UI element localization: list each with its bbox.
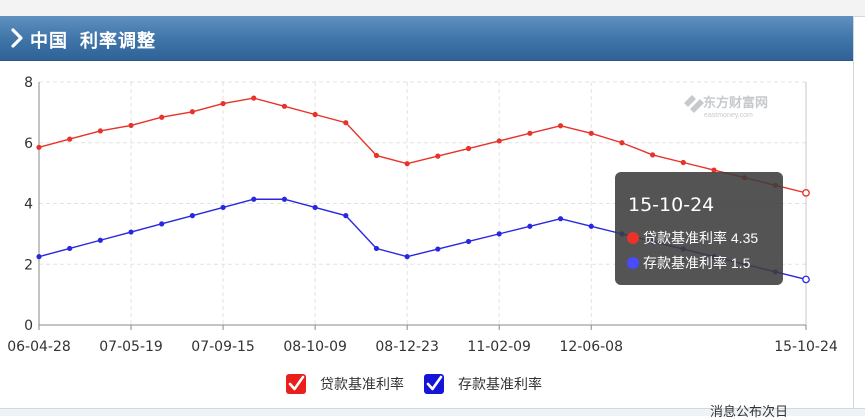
footer-text: 消息公布次日 xyxy=(710,404,789,419)
data-point xyxy=(496,138,502,144)
data-point xyxy=(649,152,656,158)
y-tick-label: 8 xyxy=(24,75,33,91)
checkbox-checked-icon[interactable] xyxy=(286,374,306,394)
watermark-logo: 东方财富网 eastmoney.com xyxy=(684,95,768,119)
data-point xyxy=(680,159,686,166)
series-line-0 xyxy=(38,97,807,194)
data-point xyxy=(404,161,410,167)
tooltip-row-loan: 贷款基准利率 4.35 xyxy=(627,228,758,248)
data-point xyxy=(220,204,226,211)
data-point xyxy=(128,122,134,129)
data-point xyxy=(557,123,564,129)
watermark-site: eastmoney.com xyxy=(704,112,753,119)
tooltip-deposit-dot xyxy=(627,257,639,269)
data-point xyxy=(802,189,810,197)
watermark-brand: 东方财富网 xyxy=(703,95,768,110)
data-point xyxy=(619,140,625,146)
tooltip-loan-dot xyxy=(627,232,639,244)
x-tick-label: 07-09-15 xyxy=(191,339,255,355)
x-tick-label: 11-02-09 xyxy=(467,339,531,355)
data-point xyxy=(343,120,349,126)
chart-tick-labels: 0 2 4 6 8 06-04-28 07-05-19 07-09-15 08-10-09 08-… xyxy=(7,75,838,355)
tooltip-date: 15-10-24 xyxy=(628,194,715,216)
data-point xyxy=(251,95,257,101)
data-point xyxy=(312,111,318,118)
data-point xyxy=(189,213,195,219)
data-point xyxy=(67,245,73,252)
data-point xyxy=(527,223,533,229)
legend-item-loan[interactable]: 贷款基准利率 xyxy=(286,373,404,395)
data-point xyxy=(36,254,42,260)
legend-label-loan: 贷款基准利率 xyxy=(320,376,404,392)
x-tick-label: 15-10-24 xyxy=(774,339,838,355)
data-point xyxy=(281,103,288,109)
x-tick-label: 08-10-09 xyxy=(283,339,347,355)
chart-axes xyxy=(38,82,807,330)
y-tick-label: 0 xyxy=(24,318,33,334)
x-tick-label: 12-06-08 xyxy=(559,339,623,355)
data-point xyxy=(281,196,288,202)
data-point xyxy=(465,238,472,245)
x-tick-label: 08-12-23 xyxy=(375,339,439,355)
legend-item-deposit[interactable]: 存款基准利率 xyxy=(424,373,542,395)
data-point xyxy=(159,221,165,227)
x-tick-label: 07-05-19 xyxy=(99,339,163,355)
y-tick-label: 6 xyxy=(24,136,33,152)
y-tick-label: 4 xyxy=(24,197,33,213)
data-point xyxy=(128,229,134,235)
data-point xyxy=(557,216,564,222)
panel-header: 中国 利率调整 xyxy=(0,16,853,61)
data-point xyxy=(496,231,502,237)
data-point xyxy=(189,109,195,115)
data-point xyxy=(343,213,349,219)
data-point xyxy=(97,128,103,134)
data-point xyxy=(802,275,810,284)
data-point xyxy=(588,130,594,136)
data-point xyxy=(373,245,380,252)
logo-icon xyxy=(684,95,704,113)
data-point xyxy=(435,153,441,159)
data-point xyxy=(527,130,533,136)
data-point xyxy=(159,114,165,120)
data-point xyxy=(435,246,441,252)
panel-title: 中国 利率调整 xyxy=(30,31,157,51)
data-point xyxy=(36,144,42,150)
data-point xyxy=(465,145,472,152)
legend-label-deposit: 存款基准利率 xyxy=(458,376,542,392)
data-point xyxy=(220,100,226,107)
y-tick-label: 2 xyxy=(24,257,33,273)
chevron-right-icon xyxy=(11,28,23,48)
rate-panel: 中国 利率调整 xyxy=(0,16,854,414)
checkbox-checked-icon[interactable] xyxy=(424,374,444,394)
chart-tooltip: 15-10-24 贷款基准利率 4.35 存款基准利率 1.5 xyxy=(615,172,783,285)
data-point xyxy=(312,204,318,211)
x-tick-label: 06-04-28 xyxy=(7,339,71,355)
data-point xyxy=(588,223,594,229)
data-point xyxy=(97,237,103,243)
data-point xyxy=(373,152,380,159)
tooltip-deposit-text: 存款基准利率 1.5 xyxy=(643,255,751,271)
data-point xyxy=(404,254,410,260)
chart-legend: 贷款基准利率 存款基准利率 xyxy=(0,373,853,397)
data-point xyxy=(251,196,257,202)
tooltip-loan-text: 贷款基准利率 4.35 xyxy=(643,230,759,246)
data-point xyxy=(67,136,73,142)
tooltip-row-deposit: 存款基准利率 1.5 xyxy=(627,253,750,273)
